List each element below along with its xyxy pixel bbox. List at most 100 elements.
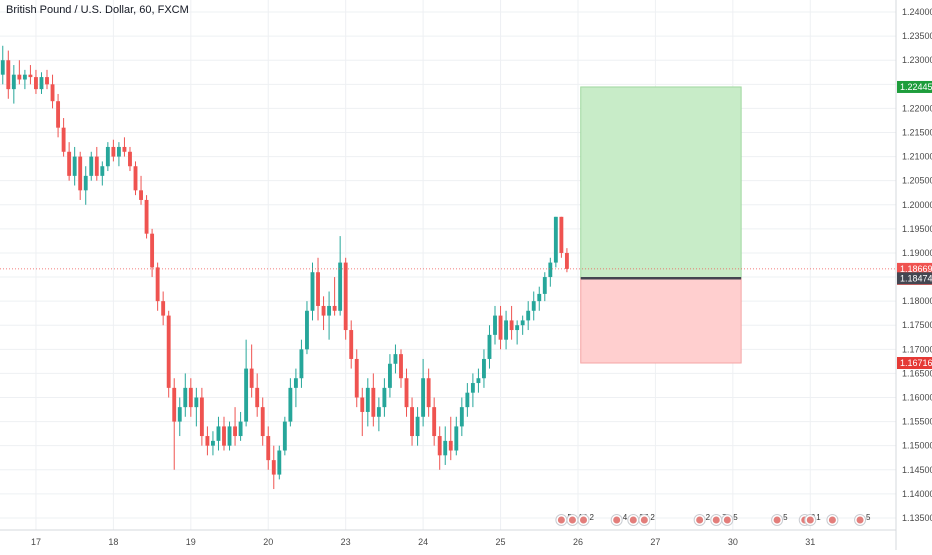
candle-body [316,272,320,306]
take-profit-tag-bg [897,80,932,93]
flag-icon-fill [723,516,731,524]
y-tick-label: 1.18000 [902,296,932,306]
candle-body [354,358,359,398]
economic-event-marker[interactable]: 2 [638,513,656,526]
y-tick-label: 1.16000 [902,393,932,403]
stop-loss-tag-bg [897,357,932,370]
x-tick-label: 19 [186,537,196,547]
candle-body [100,166,105,176]
loss-zone[interactable] [580,277,742,364]
candle-body [332,305,337,311]
event-count: 2 [590,513,595,522]
candle-body [260,407,265,437]
y-tick-label: 1.17000 [902,344,932,354]
candle-body [526,310,531,321]
candle-body [459,407,464,427]
candle-body [542,277,547,294]
candle-body [144,199,149,234]
candle-body [94,156,99,176]
event-count: 1 [816,513,821,522]
candle-body [493,315,497,335]
candle-body [238,421,243,437]
candle-body [393,354,398,364]
candle-body [6,60,11,90]
candle-body [564,252,569,269]
candle-body [61,127,66,152]
economic-event-marker[interactable]: 2 [577,513,595,526]
candle-body [343,262,348,331]
x-tick-label: 25 [496,537,506,547]
x-tick-label: 30 [728,537,738,547]
candle-body [515,325,520,331]
candle-body [360,397,365,412]
y-tick-label: 1.16500 [902,368,932,378]
flag-icon-fill [613,516,621,524]
candle-body [17,74,22,80]
y-tick-label: 1.17500 [902,320,932,330]
event-count: 5 [733,513,738,522]
candle-body [310,272,315,311]
y-tick-label: 1.21500 [902,128,932,138]
candle-body [399,354,403,379]
event-count: 2 [650,513,655,522]
candle-body [128,151,132,167]
candle-body [553,216,558,263]
event-count: 5 [866,513,871,522]
candle-body [476,378,481,384]
candle-body [255,387,260,408]
candle-body [67,151,72,176]
y-tick-label: 1.21000 [902,152,932,162]
candle-body [531,301,536,311]
candle-body [288,387,293,422]
candle-body [172,387,177,422]
x-tick-label: 27 [650,537,660,547]
candle-body [349,330,354,359]
candle-body [432,407,437,437]
candle-body [188,387,193,408]
current-price-tag: 1.18669 [900,264,932,274]
event-count: 2 [706,513,711,522]
candle-body [271,460,276,475]
flag-icon-fill [696,516,704,524]
candle-body [0,60,5,75]
economic-event-marker[interactable] [826,514,839,526]
candle-body [454,426,459,451]
candle-body [321,305,326,316]
flag-icon-fill [640,516,648,524]
flag-icon-fill [557,516,565,524]
event-count: 4 [623,513,628,522]
y-tick-label: 1.13500 [902,513,932,523]
x-tick-label: 23 [341,537,351,547]
candle-body [89,156,94,176]
candle-body [205,436,210,446]
candle-body [233,426,237,437]
flag-icon-fill [806,516,814,524]
candle-body [78,156,83,191]
candle-body [338,262,343,311]
candle-body [45,77,49,85]
economic-event-marker[interactable]: 1 [804,513,822,526]
candle-body [382,387,387,408]
economic-event-marker[interactable]: 5 [721,513,739,526]
chart-title: British Pound / U.S. Dollar, 60, FXCM [6,4,189,16]
candle-body [161,301,166,316]
candle-body [537,293,542,302]
candle-body [548,262,553,278]
candle-body [72,156,77,176]
candle-body [415,416,420,437]
flag-icon-fill [856,516,864,524]
candle-body [166,315,171,388]
candle-body [249,368,254,388]
y-tick-label: 1.20500 [902,176,932,186]
y-tick-label: 1.14000 [902,489,932,499]
candle-body [371,387,376,417]
economic-event-marker[interactable]: 5 [771,513,789,526]
candle-body [426,378,431,408]
economic-event-marker[interactable]: 5 [854,513,872,526]
economic-event-marker[interactable]: 4 [610,513,628,526]
profit-zone[interactable] [580,86,742,279]
economic-event-marker[interactable]: 2 [693,513,711,526]
candle-body [504,320,509,340]
